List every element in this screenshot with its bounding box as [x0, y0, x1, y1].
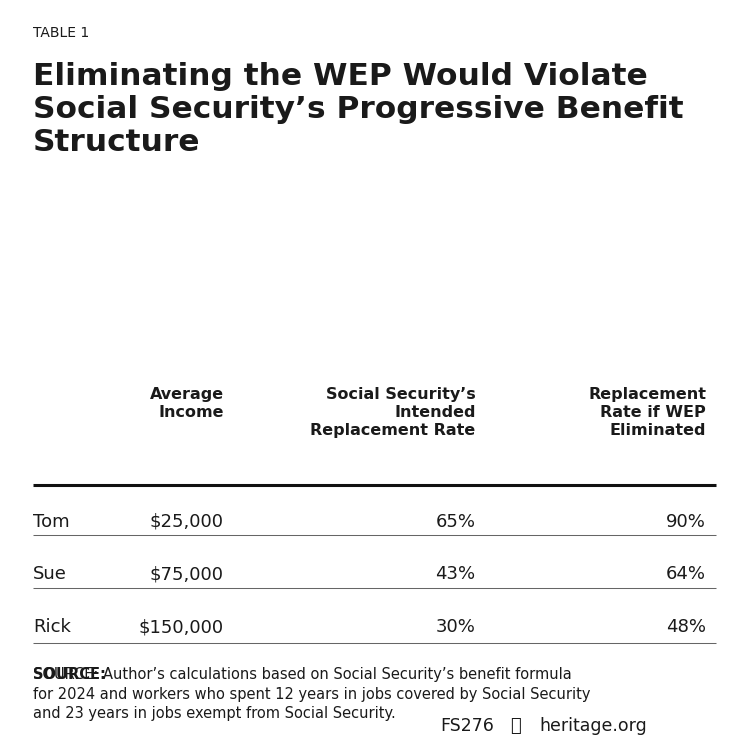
Text: Eliminating the WEP Would Violate
Social Security’s Progressive Benefit
Structur: Eliminating the WEP Would Violate Social…	[33, 62, 683, 157]
Text: ␇: ␇	[510, 717, 521, 735]
Text: 48%: 48%	[666, 618, 706, 637]
Text: 90%: 90%	[666, 513, 706, 531]
Text: Replacement
Rate if WEP
Eliminated: Replacement Rate if WEP Eliminated	[588, 387, 706, 438]
Text: 65%: 65%	[436, 513, 476, 531]
Text: SOURCE:: SOURCE:	[33, 667, 106, 682]
Text: 43%: 43%	[435, 565, 476, 584]
Text: 30%: 30%	[436, 618, 476, 637]
Text: Tom: Tom	[33, 513, 70, 531]
Text: FS276: FS276	[440, 717, 494, 735]
Text: Social Security’s
Intended
Replacement Rate: Social Security’s Intended Replacement R…	[310, 387, 476, 438]
Text: $75,000: $75,000	[150, 565, 224, 584]
Text: SOURCE: Author’s calculations based on Social Security’s benefit formula
for 202: SOURCE: Author’s calculations based on S…	[33, 667, 591, 721]
Text: Rick: Rick	[33, 618, 71, 637]
Text: Average
Income: Average Income	[150, 387, 224, 420]
Text: $150,000: $150,000	[139, 618, 224, 637]
Text: Sue: Sue	[33, 565, 67, 584]
Text: 64%: 64%	[666, 565, 706, 584]
Text: $25,000: $25,000	[150, 513, 224, 531]
Text: TABLE 1: TABLE 1	[33, 26, 90, 41]
Text: heritage.org: heritage.org	[539, 717, 647, 735]
